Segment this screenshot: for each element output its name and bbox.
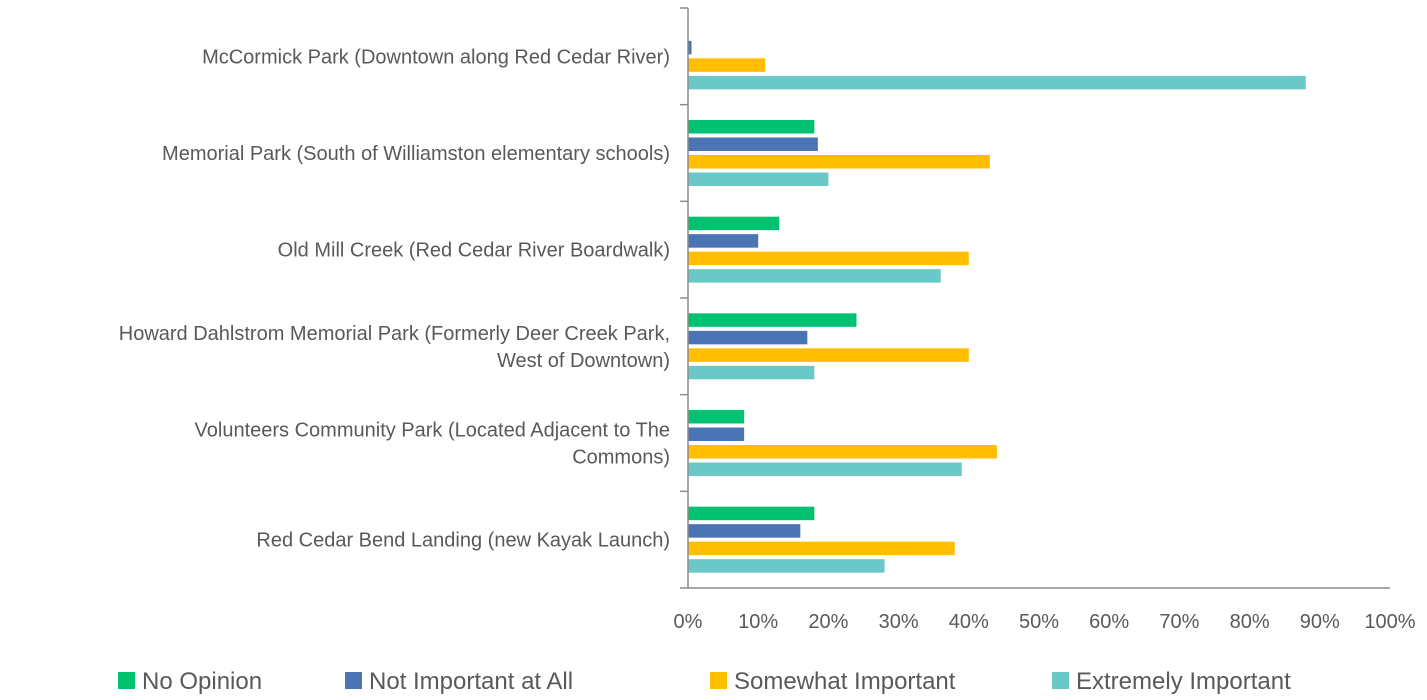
bar-not-important-at-all	[688, 330, 808, 345]
bar-somewhat-important	[688, 58, 766, 72]
bar-not-important-at-all	[688, 427, 745, 441]
bar-extremely-important	[688, 462, 962, 476]
x-tick-label: 70%	[1159, 611, 1199, 633]
bar-somewhat-important	[688, 348, 969, 362]
bar-extremely-important	[688, 365, 815, 380]
x-tick-label: 80%	[1230, 611, 1270, 633]
bar-somewhat-important	[688, 541, 955, 556]
bar-not-important-at-all	[688, 40, 692, 55]
legend-label: Not Important at All	[369, 668, 573, 695]
bars-group	[688, 40, 1306, 573]
x-tick-label: 40%	[949, 611, 989, 633]
bar-no-opinion	[688, 410, 745, 424]
category-label-line: McCormick Park (Downtown along Red Cedar…	[202, 46, 670, 68]
bar-no-opinion	[688, 216, 780, 231]
bar-not-important-at-all	[688, 234, 759, 248]
x-tick-label: 0%	[674, 611, 703, 633]
legend-label: No Opinion	[142, 668, 262, 695]
x-tick-label: 60%	[1089, 611, 1129, 633]
x-tick-label: 50%	[1019, 611, 1059, 633]
bar-no-opinion	[688, 313, 857, 327]
bar-extremely-important	[688, 559, 885, 573]
category-label: Red Cedar Bend Landing (new Kayak Launch…	[256, 530, 670, 552]
legend-label: Somewhat Important	[734, 668, 956, 695]
legend-swatch	[345, 672, 362, 689]
bar-somewhat-important	[688, 445, 997, 459]
legend: No Opinion Not Important at All Somewhat I…	[118, 668, 1291, 695]
legend-swatch	[118, 672, 135, 689]
x-tick-label: 30%	[879, 611, 919, 633]
category-label: Howard Dahlstrom Memorial Park (Formerly…	[119, 323, 670, 372]
bar-somewhat-important	[688, 251, 969, 266]
legend-label: Extremely Important	[1076, 668, 1291, 695]
bar-extremely-important	[688, 75, 1306, 90]
category-label-line: Old Mill Creek (Red Cedar River Boardwal…	[278, 240, 670, 262]
x-tick-label: 10%	[738, 611, 778, 633]
axes-group	[687, 8, 1390, 589]
x-tick-label: 100%	[1364, 611, 1415, 633]
category-label: McCormick Park (Downtown along Red Cedar…	[202, 46, 670, 68]
bar-extremely-important	[688, 172, 829, 186]
category-label: Memorial Park (South of Williamston elem…	[162, 143, 670, 165]
x-tick-label: 20%	[808, 611, 848, 633]
x-tick-labels: 0% 10% 20% 30% 40% 50% 60% 70% 80% 90% 100%	[674, 611, 1416, 633]
x-tick-label: 90%	[1300, 611, 1340, 633]
category-label-line: Memorial Park (South of Williamston elem…	[162, 143, 670, 165]
legend-swatch	[710, 672, 727, 689]
bar-not-important-at-all	[688, 524, 801, 538]
category-label-line: Howard Dahlstrom Memorial Park (Formerly…	[119, 323, 670, 345]
bar-no-opinion	[688, 120, 815, 134]
bar-no-opinion	[688, 506, 815, 521]
bar-not-important-at-all	[688, 137, 818, 151]
category-label-line: West of Downtown)	[497, 350, 670, 372]
y-axis-ticks	[680, 7, 688, 589]
legend-swatch	[1052, 672, 1069, 689]
category-label: Old Mill Creek (Red Cedar River Boardwal…	[278, 240, 670, 262]
bar-extremely-important	[688, 269, 941, 283]
category-label-line: Volunteers Community Park (Located Adjac…	[195, 420, 670, 442]
category-label-line: Commons)	[572, 447, 670, 469]
category-label-line: Red Cedar Bend Landing (new Kayak Launch…	[256, 530, 670, 552]
category-label: Volunteers Community Park (Located Adjac…	[195, 420, 670, 469]
bar-somewhat-important	[688, 155, 990, 169]
category-labels: McCormick Park (Downtown along Red Cedar…	[119, 46, 670, 551]
